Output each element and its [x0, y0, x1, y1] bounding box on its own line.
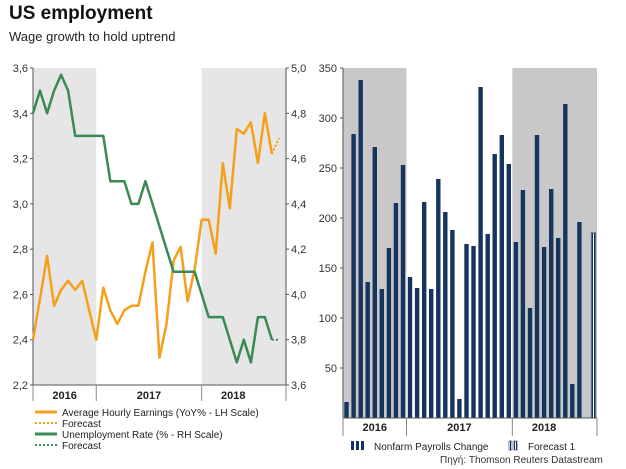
source-note: Πηγή: Thomson Reuters Datastream	[440, 455, 603, 466]
legend-bar-label: Nonfarm Payrolls Change	[374, 442, 489, 453]
payroll-bar	[570, 384, 575, 418]
payroll-bar	[422, 202, 427, 418]
unemployment-line	[31, 73, 274, 364]
payroll-bar	[372, 147, 377, 418]
bar-y-tick-label: 300	[319, 113, 337, 125]
legend-label-1: Forecast	[62, 419, 101, 430]
right-y-tick-label: 4,0	[291, 289, 306, 301]
payroll-bar	[436, 179, 441, 418]
payroll-bar	[527, 308, 533, 418]
right-shade-band-1	[512, 68, 597, 418]
left-y-tick-label: 2,4	[13, 335, 28, 347]
payroll-bar	[365, 282, 370, 418]
earnings-forecast-line	[270, 137, 280, 155]
payroll-bar	[443, 212, 448, 418]
legend-forecast-label: Forecast 1	[528, 442, 576, 453]
right-y-tick-label: 4,6	[291, 154, 306, 166]
earnings-line	[31, 112, 274, 360]
payroll-bar	[400, 165, 406, 418]
left-y-tick-label: 2,8	[13, 244, 28, 256]
payroll-bar	[358, 80, 363, 418]
payroll-bar	[563, 104, 568, 418]
legend-label-0: Average Hourly Earnings (YoY% - LH Scale…	[62, 408, 259, 419]
legend-label-3: Forecast	[62, 441, 101, 452]
payroll-bar	[471, 246, 476, 418]
payroll-bar	[520, 190, 526, 418]
right-y-tick-label: 3,6	[291, 380, 306, 392]
legend-label-2: Unemployment Rate (% - RH Scale)	[62, 430, 223, 441]
payroll-bar	[541, 247, 547, 418]
legend-forecast-swatch-b	[513, 440, 518, 451]
bar-x-tick-label: 2017	[447, 422, 471, 434]
payroll-bar	[499, 135, 504, 418]
left-shade-band-0	[33, 68, 97, 385]
bar-x-tick-label: 2016	[363, 422, 387, 434]
payroll-bar	[577, 222, 582, 418]
payroll-bar	[429, 289, 434, 418]
bar-y-tick-label: 150	[319, 263, 337, 275]
payroll-bar	[407, 277, 413, 418]
legend-bar-swatch-a	[351, 441, 354, 450]
payroll-bar	[457, 399, 462, 418]
bar-x-tick-label: 2018	[532, 422, 556, 434]
payroll-bar	[393, 203, 399, 418]
page-subtitle: Wage growth to hold uptrend	[9, 29, 176, 44]
payroll-bar	[344, 402, 349, 418]
payroll-bar	[534, 135, 540, 418]
payroll-bar	[506, 164, 511, 418]
left-y-tick-label: 2,6	[13, 289, 28, 301]
left-x-tick-label: 2018	[221, 390, 245, 402]
payroll-bar	[478, 87, 483, 418]
legend-bar-swatch-b	[356, 441, 359, 450]
right-y-tick-label: 5,0	[291, 63, 306, 75]
payroll-bar	[464, 244, 469, 418]
payroll-bar	[556, 238, 561, 418]
legend-bar-swatch-c	[361, 441, 364, 450]
left-y-tick-label: 3,0	[13, 199, 28, 211]
left-y-tick-label: 3,6	[13, 63, 28, 75]
left-x-tick-label: 2016	[52, 390, 76, 402]
right-y-tick-label: 4,8	[291, 108, 306, 120]
payroll-bar	[414, 288, 420, 418]
legend-forecast-swatch-a	[508, 440, 513, 451]
payroll-bar	[450, 230, 455, 418]
payroll-bar	[351, 134, 356, 418]
bar-y-tick-label: 250	[319, 163, 337, 175]
bar-y-tick-label: 350	[319, 63, 337, 75]
left-x-tick-label: 2017	[137, 390, 161, 402]
left-shade-band-1	[201, 68, 286, 385]
left-y-tick-label: 2,2	[13, 380, 28, 392]
right-y-tick-label: 3,8	[291, 335, 306, 347]
page-title: US employment	[9, 3, 153, 24]
payroll-forecast-bar	[590, 232, 597, 419]
right-y-tick-label: 4,4	[291, 199, 306, 211]
bar-y-tick-label: 200	[319, 213, 337, 225]
bar-y-tick-label: 50	[325, 363, 337, 375]
payroll-bar	[513, 242, 519, 418]
payroll-bar	[549, 189, 554, 418]
left-y-tick-label: 3,4	[13, 108, 28, 120]
payroll-bar	[492, 154, 497, 418]
bar-y-tick-label: 100	[319, 313, 337, 325]
left-y-tick-label: 3,2	[13, 154, 28, 166]
right-y-tick-label: 4,2	[291, 244, 306, 256]
payroll-bar	[485, 234, 490, 418]
payroll-bar	[379, 289, 384, 418]
payroll-bar	[386, 248, 392, 418]
